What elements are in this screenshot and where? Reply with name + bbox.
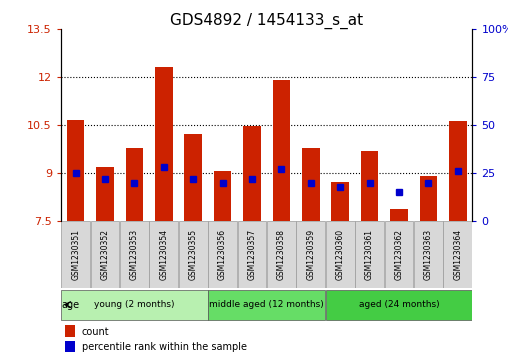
- Bar: [355, 221, 384, 289]
- Bar: [65, 326, 75, 337]
- Text: GSM1230361: GSM1230361: [365, 229, 374, 280]
- Bar: [155, 67, 173, 221]
- Bar: [296, 221, 325, 289]
- Text: GSM1230357: GSM1230357: [247, 229, 257, 280]
- Bar: [326, 290, 472, 321]
- Bar: [443, 221, 472, 289]
- Bar: [67, 120, 84, 221]
- Text: GSM1230362: GSM1230362: [394, 229, 403, 280]
- Text: GSM1230363: GSM1230363: [424, 229, 433, 280]
- Text: GSM1230354: GSM1230354: [160, 229, 168, 280]
- Bar: [65, 340, 75, 352]
- Bar: [208, 221, 237, 289]
- Text: GSM1230364: GSM1230364: [453, 229, 462, 280]
- Bar: [125, 147, 143, 221]
- Text: aged (24 months): aged (24 months): [359, 300, 439, 309]
- Bar: [326, 221, 355, 289]
- Text: GSM1230358: GSM1230358: [277, 229, 286, 280]
- Text: young (2 months): young (2 months): [94, 300, 175, 309]
- Bar: [414, 221, 443, 289]
- Text: GSM1230355: GSM1230355: [188, 229, 198, 280]
- Bar: [96, 167, 114, 221]
- Bar: [61, 290, 208, 321]
- Bar: [179, 221, 208, 289]
- Bar: [238, 221, 266, 289]
- Bar: [61, 221, 90, 289]
- Text: GSM1230359: GSM1230359: [306, 229, 315, 280]
- Bar: [361, 151, 378, 221]
- Bar: [90, 221, 119, 289]
- Text: GSM1230356: GSM1230356: [218, 229, 227, 280]
- Bar: [120, 221, 149, 289]
- Text: GSM1230353: GSM1230353: [130, 229, 139, 280]
- Bar: [390, 209, 408, 221]
- Bar: [420, 176, 437, 221]
- Bar: [273, 80, 290, 221]
- Text: age: age: [61, 299, 80, 310]
- Bar: [385, 221, 414, 289]
- Bar: [208, 290, 325, 321]
- Bar: [149, 221, 178, 289]
- Bar: [449, 121, 466, 221]
- Text: GSM1230360: GSM1230360: [336, 229, 345, 280]
- Text: percentile rank within the sample: percentile rank within the sample: [81, 342, 246, 352]
- Text: middle aged (12 months): middle aged (12 months): [209, 300, 324, 309]
- Title: GDS4892 / 1454133_s_at: GDS4892 / 1454133_s_at: [170, 13, 363, 29]
- Bar: [267, 221, 296, 289]
- Bar: [302, 148, 320, 221]
- Bar: [184, 134, 202, 221]
- Bar: [243, 126, 261, 221]
- Bar: [331, 182, 349, 221]
- Bar: [214, 171, 232, 221]
- Text: count: count: [81, 327, 109, 337]
- Text: GSM1230352: GSM1230352: [101, 229, 110, 280]
- Text: GSM1230351: GSM1230351: [71, 229, 80, 280]
